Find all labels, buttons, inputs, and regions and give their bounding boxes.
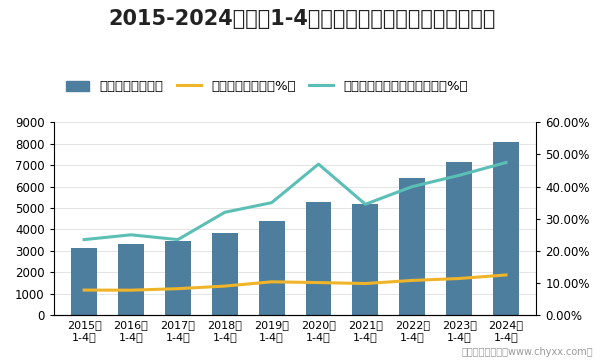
Text: 制图：智研咋询（www.chyxx.com）: 制图：智研咋询（www.chyxx.com） bbox=[461, 347, 593, 357]
Bar bbox=[493, 142, 519, 315]
Bar bbox=[259, 221, 284, 315]
Bar bbox=[165, 242, 191, 315]
Bar bbox=[353, 204, 378, 315]
Bar bbox=[71, 248, 97, 315]
Bar bbox=[212, 233, 238, 315]
Legend: 应收账款（亿元）, 应收账款百分比（%）, 应收账款占营业收入的比重（%）: 应收账款（亿元）, 应收账款百分比（%）, 应收账款占营业收入的比重（%） bbox=[60, 75, 473, 99]
Bar bbox=[306, 203, 332, 315]
Bar bbox=[446, 161, 472, 315]
Text: 2015-2024年各年1-4月河北省工业企业应收账款统计图: 2015-2024年各年1-4月河北省工业企业应收账款统计图 bbox=[109, 9, 496, 29]
Bar bbox=[399, 178, 425, 315]
Bar bbox=[118, 244, 144, 315]
